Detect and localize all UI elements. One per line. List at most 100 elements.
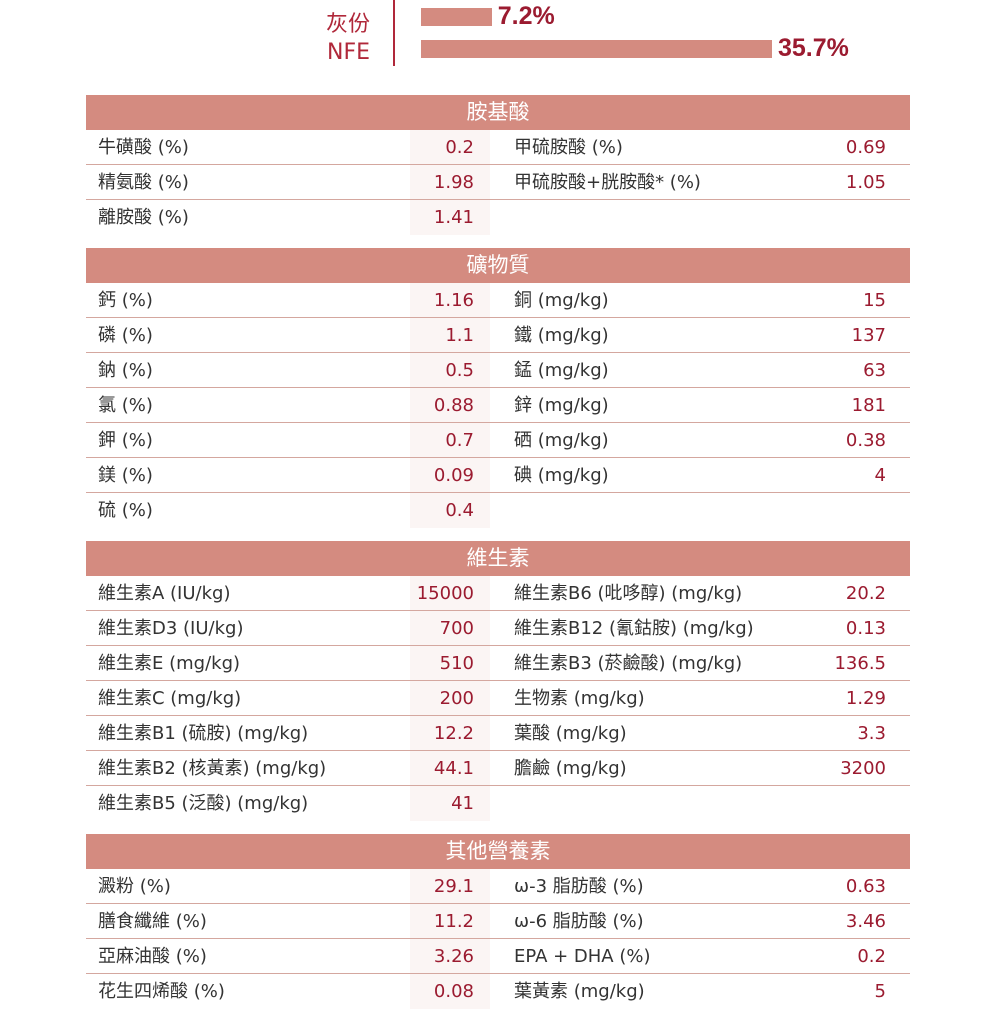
nutrient-label: 鐵 (mg/kg) xyxy=(500,318,820,353)
gap xyxy=(490,939,500,974)
table-row: 鎂 (%) 0.09 碘 (mg/kg) 4 xyxy=(86,458,910,493)
nutrient-label: EPA + DHA (%) xyxy=(500,939,820,974)
nutrient-label: 錳 (mg/kg) xyxy=(500,353,820,388)
nutrient-label: 精氨酸 (%) xyxy=(86,165,410,200)
nutrient-label: 葉黃素 (mg/kg) xyxy=(514,981,645,1002)
gap xyxy=(490,388,500,423)
nutrient-value: 0.08 xyxy=(410,974,490,1009)
table-row: 維生素A (IU/kg) 15000 維生素B6 (吡哆醇) (mg/kg) 20.2 xyxy=(86,576,910,611)
gap xyxy=(490,611,500,646)
table-row: 牛磺酸 (%) 0.2 甲硫胺酸 (%) 0.69 xyxy=(86,130,910,165)
nutrient-label: 鈣 (%) xyxy=(86,283,410,318)
nutrient-label: 亞麻油酸 (%) xyxy=(86,939,410,974)
nutrient-value: 200 xyxy=(410,681,490,716)
nutrient-label: 維生素B1 (硫胺) (mg/kg) xyxy=(86,716,410,751)
nutrient-label: 維生素B3 (菸鹼酸) (mg/kg) xyxy=(500,646,820,681)
nutrient-label: 澱粉 (%) xyxy=(86,869,410,904)
nutrient-value: 0.7 xyxy=(410,423,490,458)
table-row: 澱粉 (%) 29.1 ω-3 脂肪酸 (%) 0.63 xyxy=(86,869,910,904)
section-header: 胺基酸 xyxy=(86,95,910,130)
nutrient-label: 鎂 (%) xyxy=(86,458,410,493)
table-row: 磷 (%) 1.1 鐵 (mg/kg) 137 xyxy=(86,318,910,353)
bar-label-ash: 灰份 xyxy=(325,12,370,37)
nutrient-label: 碘 (mg/kg) xyxy=(500,458,820,493)
nutrient-value xyxy=(820,200,910,235)
table-row: 維生素C (mg/kg) 200 生物素 (mg/kg) 1.29 xyxy=(86,681,910,716)
table-row: 氯 (%) 0.88 鋅 (mg/kg) 181 xyxy=(86,388,910,423)
nutrient-value: 1.05 xyxy=(820,165,910,200)
section-table: 維生素 維生素A (IU/kg) 15000 維生素B6 (吡哆醇) (mg/kg) 2… xyxy=(86,541,910,821)
nutrient-value: 0.2 xyxy=(410,130,490,165)
gap xyxy=(490,130,500,165)
gap xyxy=(490,493,500,528)
nutrient-label: 花生四烯酸 (%) xyxy=(98,981,225,1002)
nutrient-value: 0.69 xyxy=(820,130,910,165)
nutrient-value: 1.98 xyxy=(410,165,490,200)
table-row: 維生素B1 (硫胺) (mg/kg) 12.2 葉酸 (mg/kg) 3.3 xyxy=(86,716,910,751)
nutrient-value: 4 xyxy=(820,458,910,493)
nutrient-value: 0.88 xyxy=(410,388,490,423)
nutrient-label xyxy=(500,493,820,528)
nutrient-value: 20.2 xyxy=(820,576,910,611)
table-row: 離胺酸 (%) 1.41 xyxy=(86,200,910,235)
nutrient-value: 0.4 xyxy=(410,493,490,528)
gap xyxy=(490,458,500,493)
gap xyxy=(490,786,500,821)
nutrient-value: 510 xyxy=(410,646,490,681)
nutrient-label: 氯 (%) xyxy=(86,388,410,423)
nutrient-label: 維生素B12 (氰鈷胺) (mg/kg) xyxy=(500,611,820,646)
nutrient-value xyxy=(820,493,910,528)
gap xyxy=(490,353,500,388)
nutrient-label: 離胺酸 (%) xyxy=(98,207,189,228)
table-row: 鉀 (%) 0.7 硒 (mg/kg) 0.38 xyxy=(86,423,910,458)
section-header: 其他營養素 xyxy=(86,834,910,869)
section-header: 礦物質 xyxy=(86,248,910,283)
nutrient-value: 12.2 xyxy=(410,716,490,751)
gap xyxy=(490,423,500,458)
table-row: 硫 (%) 0.4 xyxy=(86,493,910,528)
nutrient-label: 鉀 (%) xyxy=(86,423,410,458)
gap xyxy=(490,681,500,716)
nutrient-value: 3200 xyxy=(820,751,910,786)
nutrient-label: 維生素B2 (核黃素) (mg/kg) xyxy=(86,751,410,786)
nutrient-label: 硫 (%) xyxy=(98,500,153,521)
gap xyxy=(490,646,500,681)
gap xyxy=(490,165,500,200)
nutrient-value: 1.29 xyxy=(820,681,910,716)
gap xyxy=(490,200,500,235)
nutrient-label: 牛磺酸 (%) xyxy=(86,130,410,165)
nutrient-label xyxy=(500,786,820,821)
nutrient-label: 銅 (mg/kg) xyxy=(500,283,820,318)
bar-value-nfe: 35.7% xyxy=(778,34,849,62)
table-row: 鈉 (%) 0.5 錳 (mg/kg) 63 xyxy=(86,353,910,388)
nutrient-value: 0.38 xyxy=(820,423,910,458)
nutrient-value: 1.41 xyxy=(410,200,490,235)
nutrient-value: 0.5 xyxy=(410,353,490,388)
nutrient-label: ω-6 脂肪酸 (%) xyxy=(500,904,820,939)
nutrient-label: 甲硫胺酸 (%) xyxy=(500,130,820,165)
nutrient-value: 700 xyxy=(410,611,490,646)
table-row: 花生四烯酸 (%) 0.08 葉黃素 (mg/kg) 5 xyxy=(86,974,910,1009)
nutrient-value: 41 xyxy=(410,786,490,821)
nutrient-value: 1.16 xyxy=(410,283,490,318)
section-table: 礦物質鈣 (%) 1.16 銅 (mg/kg) 15 磷 (%) 1.1 鐵 (mg/kg)… xyxy=(86,248,910,528)
nutrient-label: 鋅 (mg/kg) xyxy=(500,388,820,423)
gap xyxy=(490,318,500,353)
section-table: 其他營養素 澱粉 (%) 29.1 ω-3 脂肪酸 (%) 0.63 膳食纖維 (%) 11… xyxy=(86,834,910,1009)
bar-nfe xyxy=(421,40,772,58)
nutrient-value: 44.1 xyxy=(410,751,490,786)
gap xyxy=(490,716,500,751)
nutrient-value: 5 xyxy=(874,981,886,1002)
nutrient-value: 3.3 xyxy=(820,716,910,751)
nutrient-value: 136.5 xyxy=(820,646,910,681)
nutrient-label: 維生素B5 (泛酸) (mg/kg) xyxy=(98,793,309,814)
nutrient-value: 0.63 xyxy=(820,869,910,904)
nutrient-value: 181 xyxy=(820,388,910,423)
nutrient-label: 維生素C (mg/kg) xyxy=(86,681,410,716)
nutrient-label: 鈉 (%) xyxy=(86,353,410,388)
table-row: 維生素B5 (泛酸) (mg/kg) 41 xyxy=(86,786,910,821)
nutrient-value: 3.26 xyxy=(410,939,490,974)
nutrient-label: 甲硫胺酸+胱胺酸* (%) xyxy=(500,165,820,200)
nutrient-label: 硒 (mg/kg) xyxy=(500,423,820,458)
nutrient-label: 維生素E (mg/kg) xyxy=(86,646,410,681)
